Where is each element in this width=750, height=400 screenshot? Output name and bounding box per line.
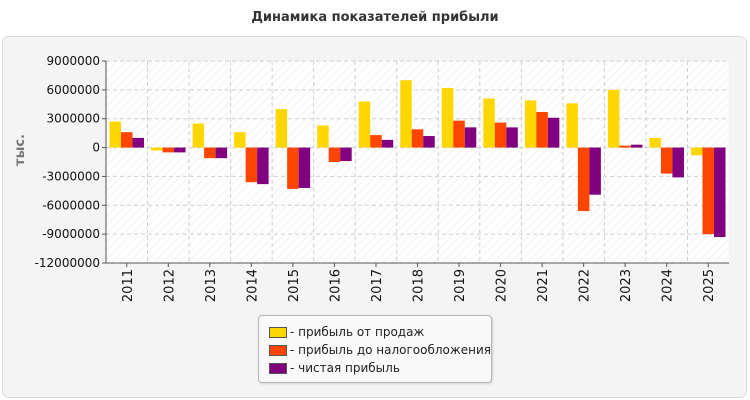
bar-2024-s1	[649, 137, 661, 148]
bar-2016-s1	[317, 125, 329, 148]
bar-2015-s1	[275, 109, 288, 148]
bar-2023-s3	[630, 144, 643, 148]
legend-label-sales-profit: - прибыль от продаж	[290, 325, 425, 339]
bar-2013-s2	[204, 147, 216, 159]
legend-swatch-net-profit	[269, 362, 287, 374]
bar-2015-s3	[298, 147, 311, 188]
bar-2018-s2	[411, 129, 424, 148]
bar-2017-s3	[381, 139, 394, 148]
bar-2021-s3	[547, 117, 560, 148]
bar-2019-s2	[453, 120, 465, 148]
bar-2016-s2	[328, 147, 341, 162]
y-tick-label: -6000000	[42, 198, 100, 212]
bar-2011-s2	[121, 132, 133, 148]
x-tick-label: 2023	[619, 269, 634, 302]
bar-2012-s2	[162, 147, 175, 153]
x-tick-label: 2017	[370, 269, 385, 302]
bar-2012-s3	[174, 147, 186, 153]
bar-2025-s3	[713, 147, 726, 238]
x-tick-label: 2014	[245, 269, 260, 302]
x-tick-label: 2019	[453, 269, 468, 302]
y-tick-label: -3000000	[42, 169, 100, 183]
x-tick-label: 2021	[536, 269, 551, 302]
bar-2020-s1	[483, 98, 495, 148]
bar-2025-s2	[702, 147, 714, 235]
bar-2011-s3	[132, 137, 145, 148]
bar-2014-s2	[245, 147, 258, 183]
x-tick-label: 2018	[412, 269, 427, 302]
legend: - прибыль от продаж - прибыль до налогоо…	[258, 315, 492, 383]
x-tick-label: 2025	[702, 269, 717, 302]
legend-swatch-pretax-profit	[269, 344, 287, 356]
bar-2020-s2	[494, 122, 507, 148]
x-tick-label: 2015	[287, 269, 302, 302]
bar-2018-s1	[400, 80, 412, 148]
bar-2017-s2	[370, 135, 382, 148]
bar-2012-s1	[151, 147, 163, 151]
bar-2017-s1	[358, 101, 371, 148]
x-tick-label: 2013	[204, 269, 219, 302]
legend-label-pretax-profit: - прибыль до налогообложения	[290, 343, 491, 357]
bar-2023-s1	[607, 89, 620, 148]
bar-2025-s1	[690, 147, 703, 156]
axes: 9000000 6000000 3000000 0 -3000000 -6000000 -9…	[35, 54, 729, 302]
bar-2023-s2	[619, 145, 631, 148]
bar-2016-s3	[340, 147, 352, 162]
x-tick-label: 2020	[495, 269, 510, 302]
legend-item-pretax-profit: - прибыль до налогообложения	[269, 342, 491, 358]
bar-2019-s1	[441, 87, 454, 148]
legend-label-net-profit: - чистая прибыль	[290, 361, 400, 375]
bar-2014-s3	[257, 147, 269, 185]
bar-2018-s3	[423, 136, 435, 148]
bar-2011-s1	[109, 121, 122, 148]
bar-2024-s3	[672, 147, 684, 178]
bar-2021-s2	[536, 111, 548, 148]
x-tick-label: 2012	[162, 269, 177, 302]
y-tick-label: 0	[92, 141, 100, 155]
y-tick-label: -9000000	[42, 227, 100, 241]
bar-2022-s3	[589, 147, 601, 195]
y-tick-label: -12000000	[35, 256, 100, 270]
y-tick-label: 6000000	[47, 83, 100, 97]
bar-2015-s2	[287, 147, 299, 189]
chart-title: Динамика показателей прибыли	[251, 10, 499, 25]
bar-2014-s1	[234, 132, 246, 148]
x-tick-label: 2024	[661, 269, 676, 302]
bar-2022-s1	[566, 103, 578, 148]
x-tick-label: 2011	[121, 269, 136, 302]
legend-swatch-sales-profit	[269, 326, 287, 338]
x-tick-label: 2022	[578, 269, 593, 302]
legend-item-net-profit: - чистая прибыль	[269, 360, 400, 376]
bars	[109, 80, 726, 238]
bar-2024-s2	[660, 147, 673, 174]
x-tick-label: 2016	[328, 269, 343, 302]
plot-area	[106, 61, 729, 263]
bar-2013-s3	[215, 147, 228, 159]
bar-2020-s3	[506, 127, 518, 148]
y-tick-label: 9000000	[47, 54, 100, 68]
bar-2022-s2	[577, 147, 590, 212]
y-tick-label: 3000000	[47, 112, 100, 126]
bar-2021-s1	[524, 100, 537, 148]
bar-2019-s3	[464, 127, 477, 148]
bar-2013-s1	[192, 123, 205, 148]
y-axis-label: тыс.	[13, 134, 28, 166]
legend-item-sales-profit: - прибыль от продаж	[269, 324, 424, 340]
